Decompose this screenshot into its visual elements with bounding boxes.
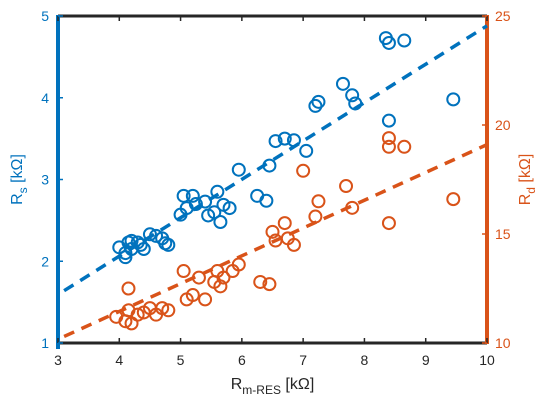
rd-point [155,301,170,316]
rd-point [381,131,396,146]
rs-point [299,143,314,158]
rd-point [185,288,200,303]
y-left-tick-label: 1 [41,335,49,351]
rs-point [210,184,225,199]
rd-point [198,292,213,307]
y-right-tick-label: 20 [495,117,511,133]
rs-point [397,33,412,48]
rs-point [185,188,200,203]
rd-point [296,163,311,178]
rs-point [268,134,283,149]
rs-point [446,92,461,107]
rd-point [339,179,354,194]
rs-point [231,162,246,177]
rd-point [213,279,228,294]
rd-point [397,139,412,154]
rs-point [161,237,176,252]
x-tick-label: 4 [115,352,123,368]
x-tick-label: 10 [479,352,495,368]
rd-point [176,264,191,279]
y-left-tick-label: 4 [41,90,49,106]
rd-point [161,303,176,318]
rd-point [253,274,268,289]
rd-point [381,139,396,154]
rs-point [222,201,237,216]
rs-point [345,88,360,103]
x-tick-label: 9 [422,352,430,368]
rs-point [213,215,228,230]
rd-point [262,277,277,292]
rs-fit-line [63,24,488,293]
rd-point [130,307,145,322]
x-tick-label: 5 [177,352,185,368]
rs-point [259,193,274,208]
y-left-tick-label: 3 [41,172,49,188]
y-left-tick-label: 2 [41,253,49,269]
y-left-axis-title: Rs [kΩ] [9,154,30,205]
rd-point [277,216,292,231]
rs-point [198,194,213,209]
rs-point [207,205,222,220]
y-right-tick-label: 25 [495,8,511,24]
x-tick-label: 6 [238,352,246,368]
rs-point [381,113,396,128]
x-tick-label: 7 [299,352,307,368]
rd-point [265,224,280,239]
rs-point [277,131,292,146]
rd-fit-line [63,143,488,339]
y-right-axis-title: Rd [kΩ] [517,154,538,206]
x-axis-title: Rm-RES [kΩ] [231,376,315,397]
rs-point [136,241,151,256]
y-right-tick-label: 10 [495,335,511,351]
rd-point [446,192,461,207]
rs-point [311,94,326,109]
rd-point [216,270,231,285]
x-tick-label: 8 [361,352,369,368]
y-right-tick-label: 15 [495,226,511,242]
rs-point [142,227,157,242]
rd-point [121,281,136,296]
rs-point [335,76,350,91]
rd-point [381,216,396,231]
rd-point [286,237,301,252]
rd-point [311,194,326,209]
x-tick-label: 3 [54,352,62,368]
rs-point [381,35,396,50]
y-left-tick-label: 5 [41,8,49,24]
